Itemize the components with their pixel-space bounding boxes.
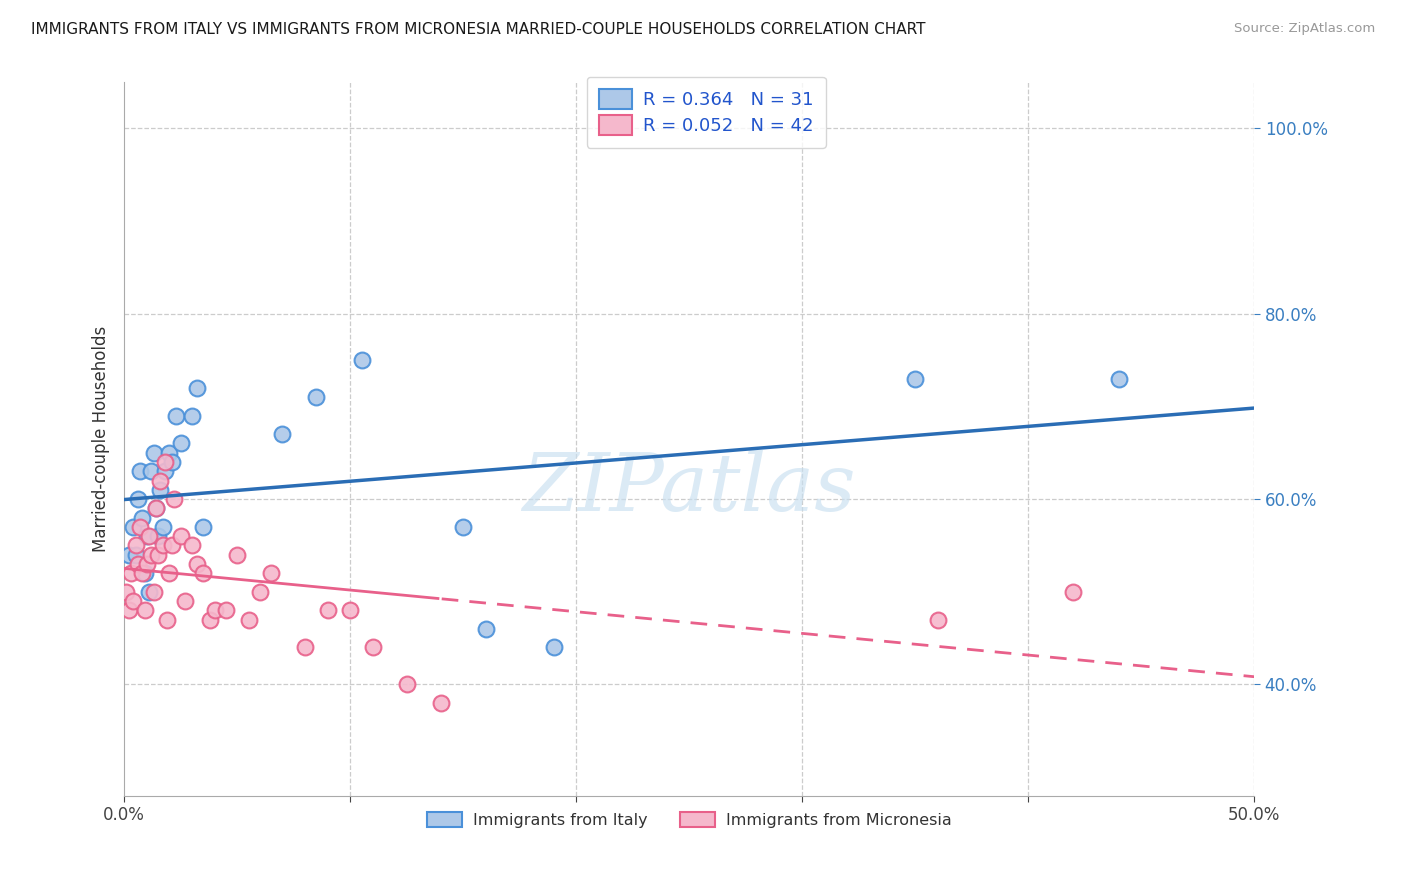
Point xyxy=(118,603,141,617)
Point xyxy=(129,520,152,534)
Point xyxy=(204,603,226,617)
Text: IMMIGRANTS FROM ITALY VS IMMIGRANTS FROM MICRONESIA MARRIED-COUPLE HOUSEHOLDS CO: IMMIGRANTS FROM ITALY VS IMMIGRANTS FROM… xyxy=(31,22,925,37)
Point xyxy=(186,557,208,571)
Point xyxy=(149,483,172,497)
Point xyxy=(170,529,193,543)
Point xyxy=(316,603,339,617)
Point xyxy=(157,446,180,460)
Point xyxy=(118,548,141,562)
Point xyxy=(146,529,169,543)
Point xyxy=(198,613,221,627)
Point xyxy=(294,640,316,655)
Point xyxy=(1063,584,1085,599)
Point xyxy=(127,557,149,571)
Point xyxy=(135,557,157,571)
Point xyxy=(157,566,180,581)
Point xyxy=(131,510,153,524)
Point xyxy=(215,603,238,617)
Point xyxy=(160,538,183,552)
Point xyxy=(160,455,183,469)
Point xyxy=(131,566,153,581)
Text: ZIPatlas: ZIPatlas xyxy=(523,450,856,527)
Point xyxy=(451,520,474,534)
Point xyxy=(174,594,197,608)
Point xyxy=(339,603,361,617)
Point xyxy=(145,501,167,516)
Point xyxy=(153,464,176,478)
Point xyxy=(165,409,187,423)
Point xyxy=(142,584,165,599)
Point xyxy=(120,566,142,581)
Legend: Immigrants from Italy, Immigrants from Micronesia: Immigrants from Italy, Immigrants from M… xyxy=(420,805,957,834)
Point xyxy=(395,677,418,691)
Point xyxy=(429,696,451,710)
Point xyxy=(927,613,949,627)
Point xyxy=(115,584,138,599)
Point xyxy=(170,436,193,450)
Point xyxy=(475,622,498,636)
Point xyxy=(149,474,172,488)
Point xyxy=(1108,371,1130,385)
Point xyxy=(129,464,152,478)
Point xyxy=(226,548,249,562)
Point xyxy=(134,603,156,617)
Point xyxy=(124,548,146,562)
Point xyxy=(141,548,163,562)
Point xyxy=(181,538,204,552)
Point xyxy=(134,566,156,581)
Point xyxy=(156,613,179,627)
Point xyxy=(138,529,160,543)
Point xyxy=(163,492,186,507)
Point xyxy=(138,584,160,599)
Point xyxy=(181,409,204,423)
Point xyxy=(146,548,169,562)
Point xyxy=(361,640,384,655)
Point xyxy=(186,381,208,395)
Point xyxy=(124,538,146,552)
Point xyxy=(350,353,373,368)
Point xyxy=(193,520,215,534)
Point xyxy=(543,640,565,655)
Point xyxy=(141,464,163,478)
Point xyxy=(238,613,260,627)
Point xyxy=(122,520,145,534)
Point xyxy=(260,566,283,581)
Point xyxy=(142,446,165,460)
Point xyxy=(249,584,271,599)
Point xyxy=(122,594,145,608)
Point xyxy=(135,529,157,543)
Point xyxy=(904,371,927,385)
Text: Source: ZipAtlas.com: Source: ZipAtlas.com xyxy=(1234,22,1375,36)
Point xyxy=(152,520,174,534)
Point xyxy=(153,455,176,469)
Point xyxy=(271,427,294,442)
Y-axis label: Married-couple Households: Married-couple Households xyxy=(93,326,110,552)
Point xyxy=(193,566,215,581)
Point xyxy=(305,390,328,404)
Point xyxy=(127,492,149,507)
Point xyxy=(152,538,174,552)
Point xyxy=(145,501,167,516)
